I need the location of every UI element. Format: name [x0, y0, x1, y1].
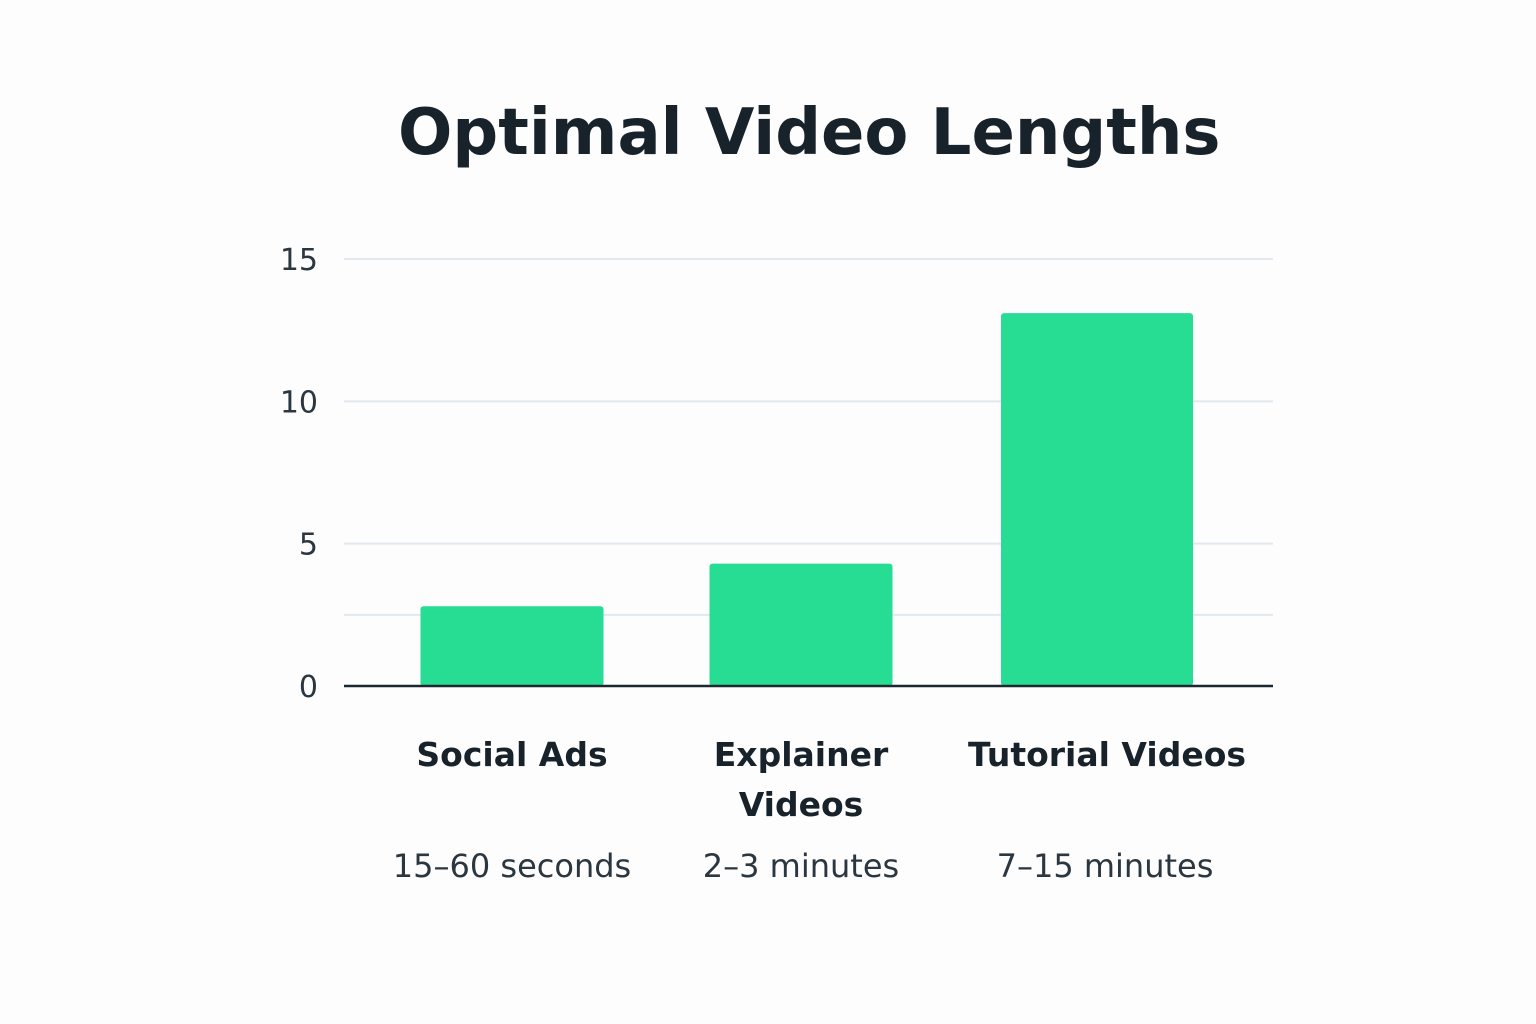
- y-tick-label: 0: [299, 670, 318, 705]
- category-label: Explainer: [714, 735, 889, 774]
- duration-label: 15–60 seconds: [393, 847, 631, 885]
- chart-title: Optimal Video Lengths: [398, 96, 1221, 170]
- bar: [709, 563, 893, 686]
- bar: [420, 606, 604, 686]
- labels: 0 5 10 15 Social Ads Explainer Videos Tutorial …: [280, 243, 1246, 885]
- category-label: Videos: [739, 785, 864, 824]
- bars: [420, 313, 1193, 686]
- duration-label: 2–3 minutes: [703, 847, 899, 885]
- duration-label: 7–15 minutes: [997, 847, 1214, 885]
- y-tick-label: 10: [280, 385, 318, 420]
- bar: [1001, 313, 1193, 686]
- category-label: Social Ads: [416, 735, 607, 774]
- category-label: Tutorial Videos: [968, 735, 1246, 774]
- y-tick-label: 5: [299, 528, 318, 563]
- y-tick-label: 15: [280, 243, 318, 278]
